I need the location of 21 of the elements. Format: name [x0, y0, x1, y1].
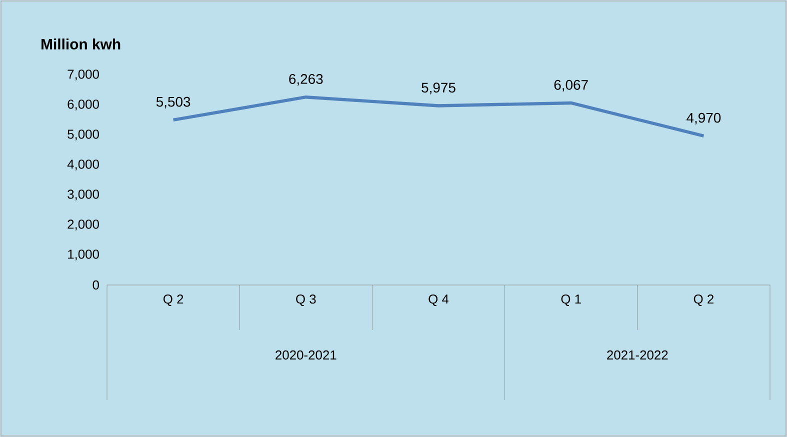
text: 2020-2021	[276, 350, 336, 360]
y-tick-label: 7,000	[68, 70, 99, 80]
data-label: 6,263	[289, 74, 323, 86]
x-tick-label: Q 4	[428, 294, 449, 306]
data-label: 5,503	[156, 96, 190, 108]
x-tick-label: Q 2	[694, 294, 714, 306]
x-tick-label: Q 1	[561, 294, 581, 306]
y-axis-title: Million kwh	[42, 38, 120, 50]
x-tick-label: Q 3	[296, 294, 316, 306]
x-tick-label: Q 2	[163, 294, 184, 306]
y-tick-label: 4,000	[67, 160, 99, 170]
data-label: 4,970	[686, 112, 721, 124]
y-tick-label: 3,000	[68, 190, 99, 200]
y-tick-label: 6,000	[68, 100, 99, 110]
y-tick-label: 1,000	[68, 250, 99, 260]
data-label: 5,975	[422, 82, 456, 94]
y-tick-label: 0	[92, 280, 99, 290]
data-label: 6,067	[554, 80, 588, 92]
y-tick-label: 2,000	[68, 220, 99, 230]
y-tick-label: 5,000	[68, 130, 99, 140]
text: 2021-2022	[607, 350, 668, 360]
